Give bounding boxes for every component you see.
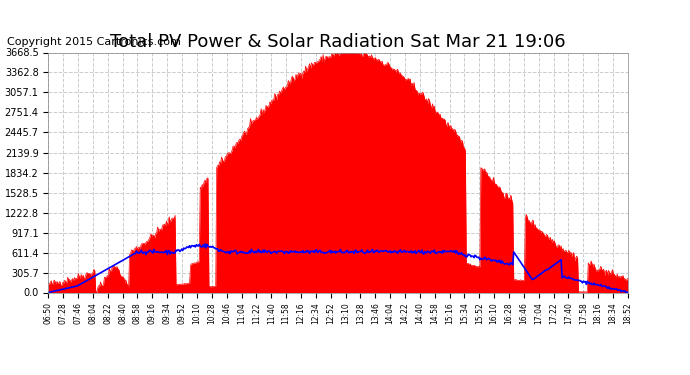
Text: Copyright 2015 Cartronics.com: Copyright 2015 Cartronics.com (7, 37, 181, 47)
Title: Total PV Power & Solar Radiation Sat Mar 21 19:06: Total PV Power & Solar Radiation Sat Mar… (110, 33, 566, 51)
